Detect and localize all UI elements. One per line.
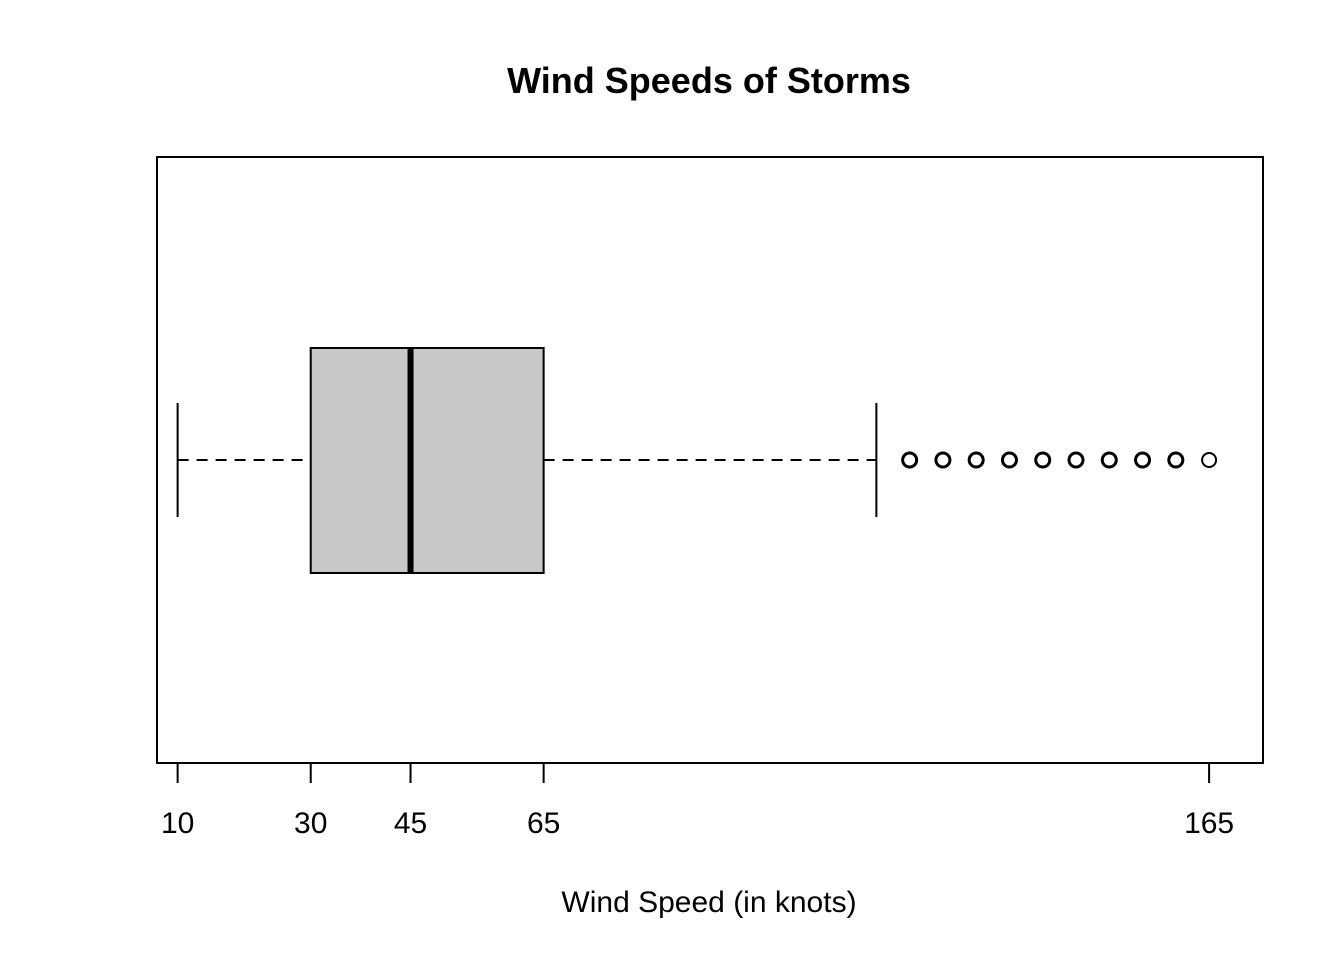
x-axis: 10 30 45 65 165	[161, 762, 1234, 840]
x-tick-label: 65	[527, 807, 560, 840]
x-tick-label: 45	[394, 807, 427, 840]
outlier-point	[1000, 451, 1018, 469]
x-tick-label: 10	[161, 807, 194, 840]
outlier-point	[1034, 451, 1052, 469]
outlier-point	[1134, 451, 1152, 469]
x-axis-label: Wind Speed (in knots)	[561, 886, 856, 919]
plot-marks	[176, 347, 1218, 574]
outlier-point	[1067, 451, 1085, 469]
outlier-point	[967, 451, 985, 469]
outlier-point	[901, 451, 919, 469]
iqr-box	[309, 347, 545, 574]
outlier-point	[1167, 451, 1185, 469]
outlier-point	[934, 451, 952, 469]
x-tick-label: 165	[1184, 807, 1234, 840]
outlier-point	[1201, 452, 1218, 468]
outlier-point	[1100, 451, 1118, 469]
chart-title: Wind Speeds of Storms	[507, 60, 911, 101]
x-tick-label: 30	[294, 807, 327, 840]
